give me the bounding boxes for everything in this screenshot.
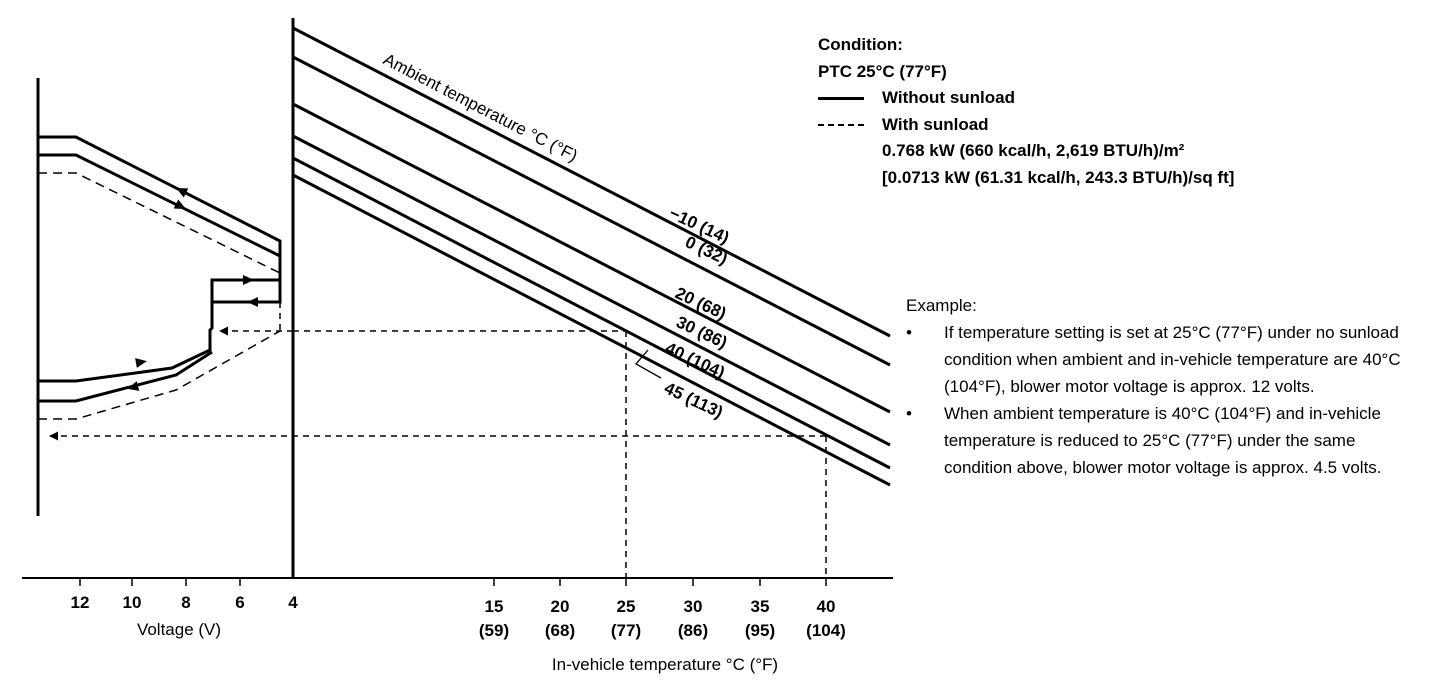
sunload-imperial: [0.0713 kW (61.31 kcal/h, 243.3 BTU/h)/s… bbox=[882, 167, 1235, 187]
example-block: Example: • If temperature setting is set… bbox=[906, 292, 1424, 481]
sunload-metric: 0.768 kW (660 kcal/h, 2,619 BTU/h)/m² bbox=[882, 141, 1185, 160]
legend-dashed-swatch bbox=[818, 123, 864, 126]
series-label-45: 45 (113) bbox=[661, 378, 726, 422]
x-tick-label-c: 25 bbox=[617, 597, 636, 616]
lower-curve-track bbox=[38, 302, 214, 383]
ambient-temperature-label: Ambient temperature °C (°F) bbox=[380, 50, 580, 166]
x-tick-label-f: (68) bbox=[545, 621, 575, 640]
x-tick-labels: 15 (59) 20 (68) 25 (77) 30 (86) 35 (95) … bbox=[479, 597, 846, 640]
ambient-series-lines bbox=[292, 26, 891, 487]
x-tick-label-c: 15 bbox=[485, 597, 504, 616]
arrow-left-top bbox=[247, 297, 258, 307]
arrow-right-top bbox=[243, 275, 254, 285]
example-item-text: If temperature setting is set at 25°C (7… bbox=[944, 323, 1401, 396]
x-tick-label-f: (104) bbox=[806, 621, 846, 640]
series-line-20 bbox=[292, 102, 891, 414]
arrow-lower-right bbox=[135, 358, 147, 368]
series-label-leader bbox=[634, 349, 662, 379]
x-tick-label-f: (95) bbox=[745, 621, 775, 640]
condition-heading: Condition: bbox=[818, 35, 903, 54]
series-line-40 bbox=[292, 156, 891, 470]
arrow-lower-left bbox=[127, 381, 140, 391]
ptc-setting: PTC 25°C (77°F) bbox=[818, 61, 947, 81]
voltage-axis-label: Voltage (V) bbox=[137, 620, 221, 639]
x-axis-title: In-vehicle temperature °C (°F) bbox=[552, 655, 778, 674]
upper-curve-sunload bbox=[38, 172, 281, 274]
legend-dashed-label: With sunload bbox=[882, 114, 989, 134]
example-item: • When ambient temperature is 40°C (104°… bbox=[906, 400, 1424, 481]
x-tick-label-f: (77) bbox=[611, 621, 641, 640]
x-tick-label-f: (59) bbox=[479, 621, 509, 640]
legend-solid-row: Without sunload bbox=[818, 85, 1234, 112]
lower-curve-outer bbox=[210, 278, 237, 304]
voltage-tick-labels: 12 10 8 6 4 bbox=[71, 593, 299, 612]
x-tick-marks bbox=[79, 578, 827, 586]
voltage-tick-label: 10 bbox=[123, 593, 142, 612]
lower-curve-sunload bbox=[38, 330, 281, 420]
voltage-tick-label: 8 bbox=[181, 593, 190, 612]
arrow-up-left bbox=[176, 188, 189, 198]
x-tick-label-c: 20 bbox=[551, 597, 570, 616]
example-heading: Example: bbox=[906, 296, 977, 315]
lower-curve-inner-2 bbox=[38, 350, 213, 403]
x-tick-label-c: 30 bbox=[684, 597, 703, 616]
example-item: • If temperature setting is set at 25°C … bbox=[906, 319, 1424, 400]
series-line-0 bbox=[292, 55, 891, 367]
condition-block: Condition: PTC 25°C (77°F) Without sunlo… bbox=[818, 32, 1234, 191]
series-line-30 bbox=[292, 134, 891, 447]
legend-dashed-row: With sunload bbox=[818, 112, 1234, 139]
upper-curve-inner bbox=[38, 153, 281, 258]
legend-solid-label: Without sunload bbox=[882, 88, 1015, 107]
bullet-icon: • bbox=[906, 323, 912, 342]
series-line-45 bbox=[292, 173, 891, 487]
example-guides bbox=[49, 326, 827, 578]
voltage-tick-label: 6 bbox=[235, 593, 244, 612]
x-tick-label-f: (86) bbox=[678, 621, 708, 640]
curve-arrows bbox=[127, 188, 258, 391]
x-tick-label-c: 40 bbox=[817, 597, 836, 616]
x-tick-label-c: 35 bbox=[751, 597, 770, 616]
voltage-tick-label: 12 bbox=[71, 593, 90, 612]
upper-curve-outer bbox=[38, 135, 282, 304]
voltage-tick-label: 4 bbox=[288, 593, 298, 612]
legend-solid-swatch bbox=[818, 96, 864, 100]
example-item-text: When ambient temperature is 40°C (104°F)… bbox=[944, 404, 1382, 477]
voltage-curves bbox=[38, 135, 282, 420]
arrow-down-right bbox=[173, 199, 186, 209]
series-line-minus10 bbox=[292, 26, 891, 338]
bullet-icon: • bbox=[906, 404, 912, 423]
